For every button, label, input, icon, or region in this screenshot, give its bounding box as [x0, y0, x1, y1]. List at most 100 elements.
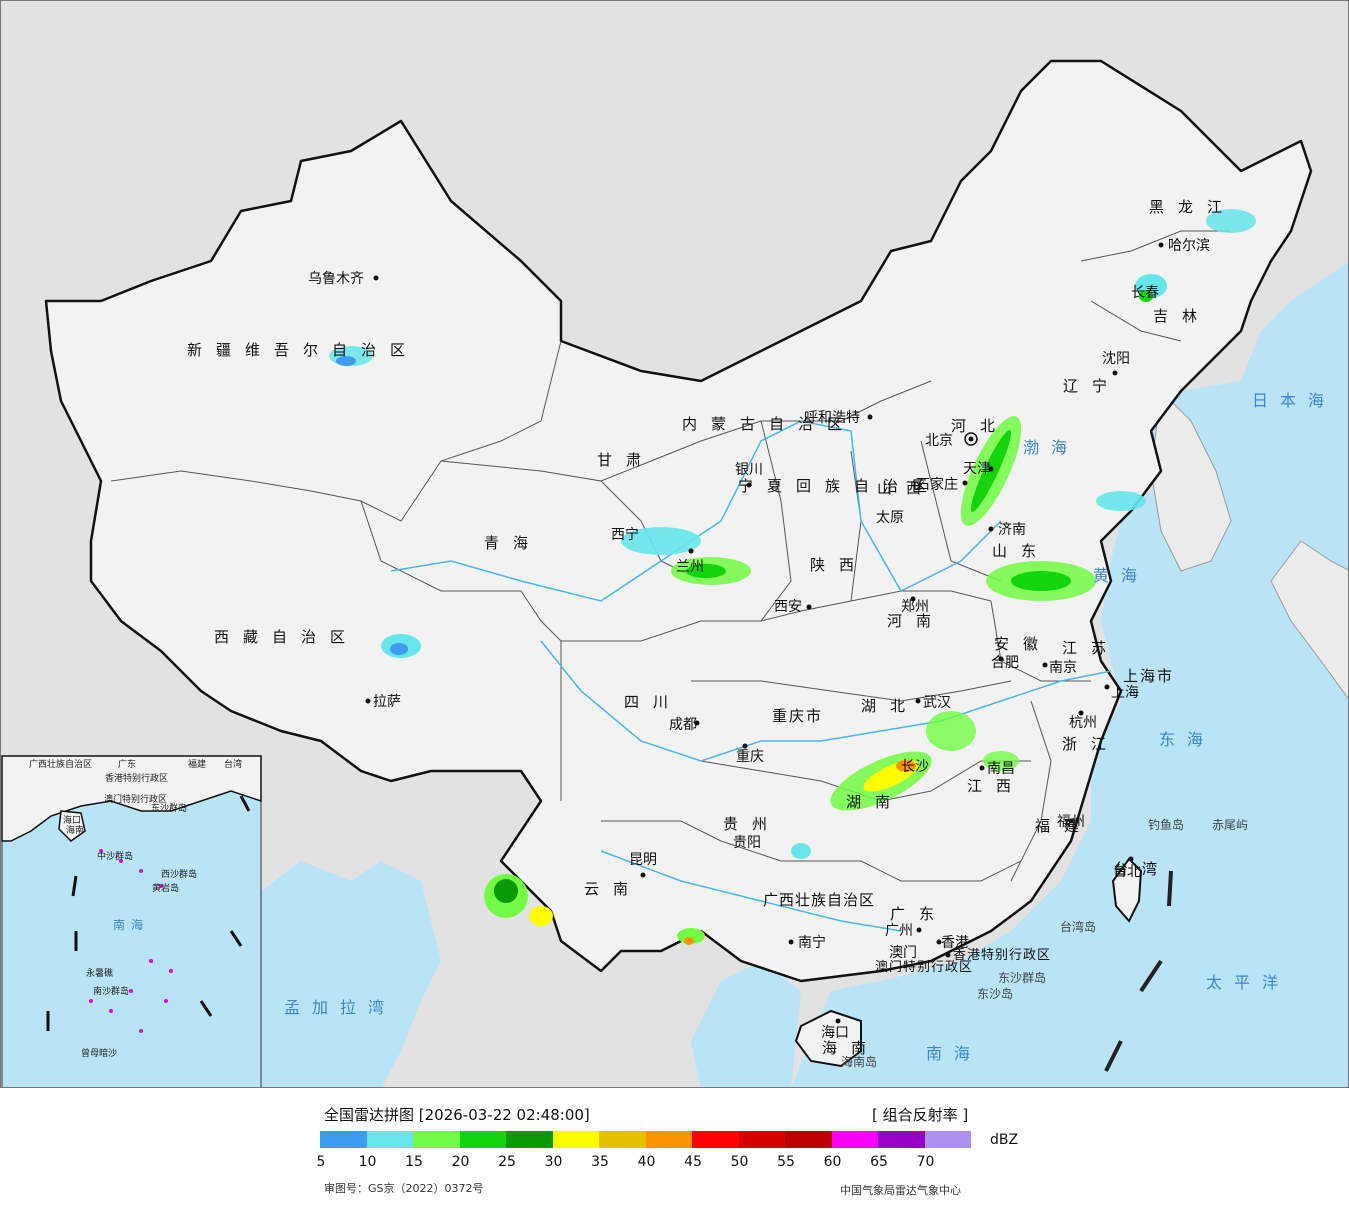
city-dot-aomen	[945, 952, 951, 958]
province-label-jiangsu: 江苏	[1062, 639, 1120, 657]
city-dot-xianggang	[936, 939, 942, 945]
sea-label-bohai: 渤海	[1023, 438, 1079, 457]
province-label-anhui: 安徽	[994, 635, 1052, 653]
inset-label-0: 广西壮族自治区	[29, 758, 92, 770]
inset-label-4: 海口	[63, 814, 81, 826]
city-dot-hohhot	[867, 414, 873, 420]
sea-label-taipingyang: 太平洋	[1206, 973, 1290, 992]
city-dot-nanjing	[1042, 662, 1048, 668]
china-land	[44, 59, 1313, 983]
province-label-gansu: 甘肃	[597, 451, 655, 469]
taiwan-island	[1111, 857, 1143, 923]
city-label-guiyang: 贵阳	[733, 835, 761, 851]
legend-title: 全国雷达拼图 [2026-03-22 02:48:00]	[324, 1106, 590, 1124]
inset-label-5: 海南	[66, 824, 84, 836]
province-label-hubei: 湖北	[861, 697, 919, 715]
city-label-changsha: 长沙	[901, 759, 929, 775]
island-label-taiwandao: 台湾岛	[1060, 919, 1096, 934]
legend-tick-50: 50	[730, 1154, 749, 1170]
city-dot-nanning	[788, 939, 794, 945]
island-label-dongshaqundao: 东沙群岛	[998, 970, 1046, 985]
province-label-nmg: 内蒙古自治区	[682, 415, 856, 433]
province-label-xinjiang: 新疆维吾尔自治区	[187, 341, 419, 359]
legend: 全国雷达拼图 [2026-03-22 02:48:00] [ 组合反射率 ] d…	[0, 1088, 1349, 1208]
inset-label-14: 曾母暗沙	[81, 1047, 117, 1059]
maritime-boundary	[1104, 870, 1173, 1072]
legend-swatch-5	[552, 1131, 599, 1148]
island-label-diaoyudao: 钓鱼岛	[1148, 817, 1184, 832]
province-label-hebei: 河北	[951, 417, 1009, 435]
legend-tick-15: 15	[405, 1154, 423, 1170]
province-label-shanghaishi: 上海市	[1123, 667, 1174, 685]
city-label-changchun: 长春	[1131, 285, 1159, 301]
legend-swatch-10	[785, 1131, 832, 1148]
city-dot-hangzhou	[1078, 710, 1084, 716]
province-label-yunnan: 云南	[584, 880, 642, 898]
island-label-dongshadao: 东沙岛	[977, 986, 1013, 1001]
city-label-xianggang: 香港	[941, 935, 969, 951]
city-dot-haikou	[835, 1018, 841, 1024]
inset-label-12: 南沙群岛	[93, 985, 129, 997]
city-label-shenyang: 沈阳	[1102, 351, 1130, 367]
city-label-xian: 西安	[774, 599, 802, 615]
city-label-aomen: 澳门	[889, 945, 917, 961]
city-dot-shijiazhuang	[962, 480, 968, 486]
sea-label-nanhai: 南海	[926, 1044, 982, 1063]
bay-of-bengal-area	[261, 861, 441, 1087]
city-dot-beijing	[968, 436, 974, 442]
legend-tick-10: 10	[358, 1154, 377, 1170]
city-dot-guangzhou	[916, 927, 922, 933]
radar-map: 乌鲁木齐 拉萨 西宁 兰州 银川 呼和浩特 北京 天津 石家庄 太原 济南 郑州 西安 成都 重庆 武汉 合肥南…	[0, 0, 1349, 1088]
legend-tick-60: 60	[823, 1154, 842, 1170]
city-dot-chongqing	[742, 743, 748, 749]
city-label-shanghai: 上海	[1111, 685, 1139, 701]
inset-label-8: 东沙群岛	[151, 802, 187, 814]
city-label-nanjing: 南京	[1049, 660, 1077, 676]
city-dot-nanchang	[979, 765, 985, 771]
province-label-hunan: 湖南	[846, 793, 904, 811]
city-label-chengdu: 成都	[669, 717, 697, 733]
province-label-guangxi: 广西壮族自治区	[763, 891, 875, 909]
province-label-fujian: 福建	[1035, 817, 1093, 835]
city-label-xining: 西宁	[611, 526, 639, 543]
city-label-urumqi: 乌鲁木齐	[308, 271, 364, 287]
city-dot-haerbin	[1158, 242, 1164, 248]
legend-product: [ 组合反射率 ]	[872, 1106, 969, 1124]
inset-label-2: 福建	[188, 758, 206, 770]
legend-swatch-2	[413, 1131, 460, 1148]
province-label-henan: 河南	[887, 612, 945, 630]
city-dot-hefei	[998, 656, 1004, 662]
city-label-hangzhou: 杭州	[1069, 715, 1097, 731]
legend-ticks: 5 10 15 20 25 30 35 40 45 50 55 60 65 70	[0, 1154, 1000, 1174]
legend-swatch-8	[692, 1131, 739, 1148]
city-label-taiyuan: 太原	[876, 510, 904, 526]
city-dot-jinan	[988, 526, 994, 532]
province-label-liaoning: 辽宁	[1063, 377, 1121, 395]
city-label-haerbin: 哈尔滨	[1168, 238, 1210, 254]
province-label-shandong: 山东	[992, 542, 1050, 560]
inset-label-13: 永暑礁	[86, 967, 113, 979]
province-label-chongqingshi: 重庆市	[772, 707, 823, 725]
province-label-shanxi: 山西	[877, 479, 935, 497]
sea-label-mengjialawan: 孟加拉湾	[284, 998, 396, 1017]
city-dot-urumqi	[373, 275, 379, 281]
city-label-shijiazhuang: 石家庄	[916, 476, 958, 493]
province-label-jilin: 吉林	[1153, 307, 1211, 325]
map-canvas: 乌鲁木齐拉萨西宁兰州银川呼和浩特北京天津石家庄太原济南郑州西安成都重庆武汉合肥南…	[1, 59, 1348, 1087]
legend-approval: 审图号：GS京（2022）0372号	[324, 1182, 484, 1195]
city-label-hefei: 合肥	[991, 655, 1019, 671]
legend-tick-45: 45	[684, 1154, 702, 1170]
city-label-chongqing: 重庆	[736, 749, 764, 765]
city-dot-fuzhou	[1068, 818, 1074, 824]
province-label-shaanxi: 陕西	[810, 556, 868, 574]
legend-tick-70: 70	[916, 1154, 935, 1170]
inset-label-9: 中沙群岛	[97, 850, 133, 862]
province-label-zhejiang: 浙江	[1062, 735, 1120, 753]
inset-label-6: 香港特别行政区	[105, 772, 168, 784]
city-label-yinchuan: 银川	[735, 462, 763, 478]
province-label-heilongjiang: 黑龙江	[1149, 198, 1236, 216]
city-labels: 乌鲁木齐拉萨西宁兰州银川呼和浩特北京天津石家庄太原济南郑州西安成都重庆武汉合肥南…	[308, 238, 1210, 1041]
